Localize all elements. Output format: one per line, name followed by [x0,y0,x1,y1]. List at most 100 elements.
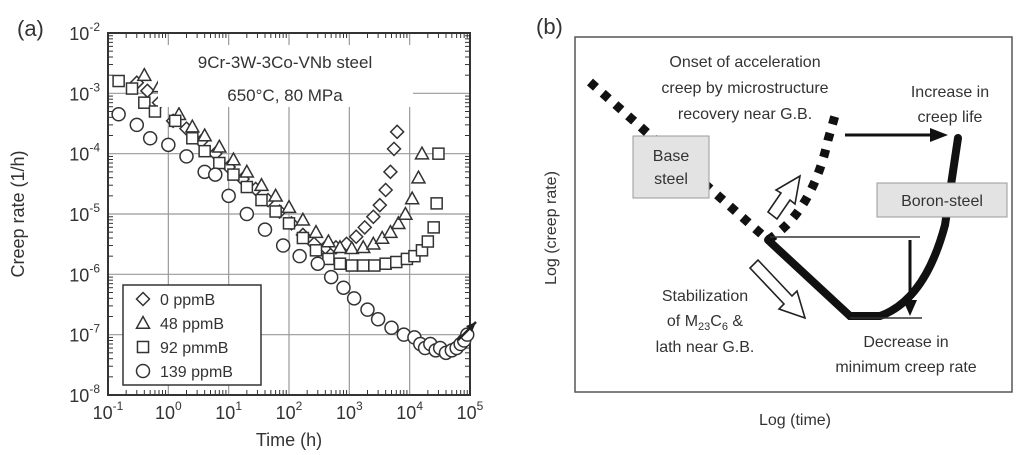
data-point [382,164,398,180]
data-point [346,291,362,306]
base-steel-box [632,135,710,199]
legend-entry: 0 ppmB [160,292,215,309]
data-point [430,197,443,210]
base-steel-label-line2: steel [654,171,688,188]
y-tick-label: 10-8 [69,382,100,406]
boron-steel-curve [764,134,962,320]
legend-marker [135,363,151,379]
data-point [198,144,211,158]
data-point [292,248,307,264]
data-point [125,82,139,95]
schematic-y-label: Log (creep rate) [543,171,560,285]
data-point [410,169,427,184]
series-139-ppmb [111,107,475,361]
data-point [168,114,182,128]
data-point [345,259,359,272]
data-point [257,222,273,237]
data-point [208,167,223,182]
boron-steel-label: Boron-steel [901,193,983,210]
y-tick-label: 10-2 [69,20,100,44]
data-point [348,229,364,245]
data-point [390,215,407,230]
data-point [386,141,402,157]
base-steel-acceleration-curve [765,110,841,244]
data-point [360,302,375,317]
data-point [179,149,194,164]
creep-schematic: (b) Log (creep rate) Log (time) Base ste… [536,14,1013,429]
legend-entry: 48 ppmB [160,316,224,333]
data-point [142,131,158,146]
y-tick-label: 10-7 [69,322,100,346]
stabilization-line-3: lath near G.B. [656,339,755,356]
onset-annotation: Onset of acceleration creep by microstru… [661,54,828,123]
recovery-hollow-arrow [766,174,802,221]
y-tick-label: 10-3 [69,80,100,104]
data-point [186,131,199,145]
data-point [281,199,297,214]
schematic-frame [574,36,1013,393]
data-point [432,147,445,160]
data-point [239,206,255,222]
data-point [404,190,420,205]
data-point [378,182,394,198]
data-point [213,156,226,170]
onset-line-1: Onset of acceleration [669,54,820,71]
y-tick-label: 10-4 [69,141,100,165]
data-point [323,269,339,285]
y-tick-label: 10-6 [69,261,100,285]
data-point [357,219,373,235]
data-point [148,105,162,118]
data-point [184,118,201,133]
data-point [196,127,213,142]
data-point [111,107,126,122]
legend-marker [135,291,151,307]
x-tick-label: 100 [155,399,182,423]
series-48-ppmb [136,67,430,255]
data-point [397,205,414,220]
stabilization-annotation: Stabilization of M23C6 & lath near G.B. [656,288,755,356]
legend-entry: 92 pmmB [160,340,228,357]
data-point [356,259,370,272]
data-point [414,145,430,160]
data-point [129,117,145,133]
data-point [275,238,291,253]
data-point [295,211,311,226]
schematic-x-label: Log (time) [759,412,831,429]
chart-subtitle: 650°C, 80 MPa [227,86,343,105]
data-point [390,255,403,269]
chart-title: 9Cr-3W-3Co-VNb steel [198,53,372,72]
data-point [240,180,254,194]
y-axis-label: Creep rate (1/h) [8,150,28,277]
data-point [136,67,153,82]
data-point [459,327,475,342]
data-point [296,231,310,245]
data-point [379,257,392,270]
data-point [253,177,270,192]
panel-a-label: (a) [17,16,44,41]
x-axis-label: Time (h) [256,430,322,450]
decrease-rate-annotation: Decrease in minimum creep rate [835,334,976,376]
data-point [221,188,236,204]
data-point [309,244,323,257]
data-point [139,83,155,99]
increase-line-2: creep life [918,109,983,126]
onset-line-3: recovery near G.B. [678,106,812,123]
data-point [389,124,405,140]
legend-marker [136,340,150,354]
title-box [158,45,413,107]
data-point [336,280,351,295]
increase-life-annotation: Increase in creep life [911,84,989,126]
x-tick-label: 102 [276,399,303,423]
data-point [333,257,347,270]
data-point [161,137,176,153]
boron-steel-box [876,182,1008,218]
data-point [267,187,284,202]
decrease-line-2: minimum creep rate [835,359,976,376]
data-point [112,74,125,88]
data-point [370,312,386,327]
onset-line-2: creep by microstructure [661,80,828,97]
data-point [282,217,296,230]
x-tick-label: 101 [215,399,242,423]
stabilization-hollow-arrow [748,258,807,320]
y-tick-label: 10-5 [69,201,100,225]
